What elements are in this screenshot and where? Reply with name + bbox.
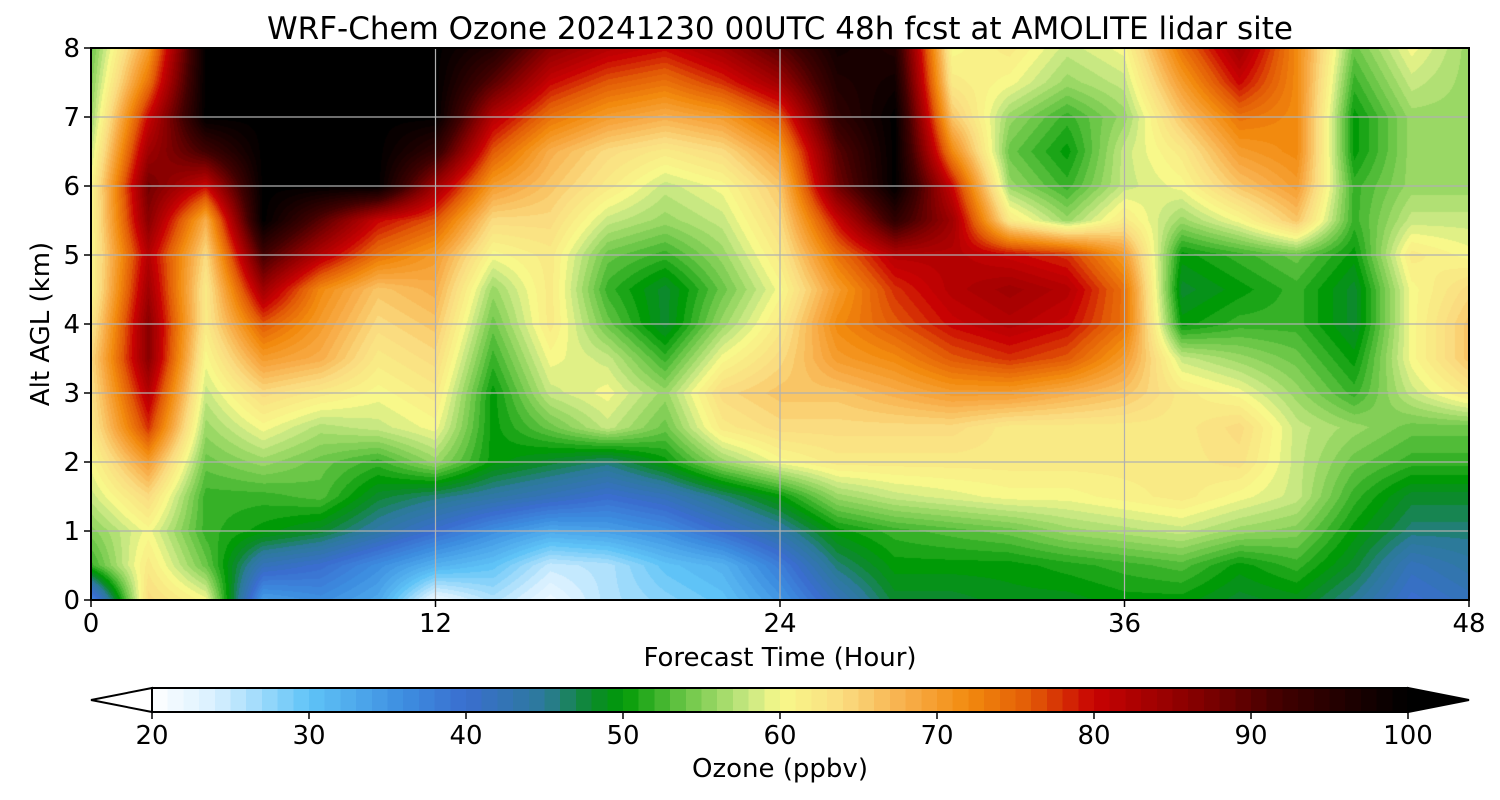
colorbar-tick-label: 70: [920, 721, 953, 751]
y-tick-label: 7: [63, 103, 80, 133]
y-tick-label: 6: [63, 172, 80, 202]
x-tick-label: 36: [1108, 609, 1141, 639]
y-tick-label: 3: [63, 379, 80, 409]
colorbar-extend-min: [90, 686, 153, 714]
colorbar-tick-label: 30: [292, 721, 325, 751]
y-axis-ticks: 0 1 2 3 4 5 6 7 8: [63, 34, 91, 616]
colorbar-label: Ozone (ppbv): [692, 754, 868, 784]
y-tick-label: 2: [63, 448, 80, 478]
colorbar-tick-label: 80: [1077, 721, 1110, 751]
chart-title: WRF-Chem Ozone 20241230 00UTC 48h fcst a…: [267, 11, 1293, 47]
y-axis-label: Alt AGL (km): [26, 242, 56, 406]
y-tick-label: 4: [63, 310, 80, 340]
x-axis-ticks: 0 12 24 36 48: [83, 600, 1486, 639]
colorbar-tick-label: 90: [1234, 721, 1267, 751]
y-tick-label: 8: [63, 34, 80, 64]
x-tick-label: 0: [83, 609, 100, 639]
colorbar-tick-label: 50: [606, 721, 639, 751]
colorbar-tick-label: 100: [1383, 721, 1433, 751]
colorbar-extend-max: [1407, 686, 1470, 714]
x-tick-label: 24: [763, 609, 796, 639]
colorbar-tick-label: 20: [135, 721, 168, 751]
y-tick-label: 5: [63, 241, 80, 271]
colorbar-tick-label: 40: [449, 721, 482, 751]
y-tick-label: 1: [63, 517, 80, 547]
colorbar-ticks: 20 30 40 50 60 70 80 90 100: [135, 712, 1433, 751]
x-tick-label: 48: [1452, 609, 1485, 639]
y-tick-label: 0: [63, 586, 80, 616]
x-tick-label: 12: [419, 609, 452, 639]
x-axis-label: Forecast Time (Hour): [643, 643, 916, 673]
colorbar-tick-label: 60: [763, 721, 796, 751]
colorbar-scale: [151, 687, 1409, 713]
colorbar: 20 30 40 50 60 70 80 90 100: [90, 686, 1470, 751]
grid-lines: [91, 48, 1469, 600]
